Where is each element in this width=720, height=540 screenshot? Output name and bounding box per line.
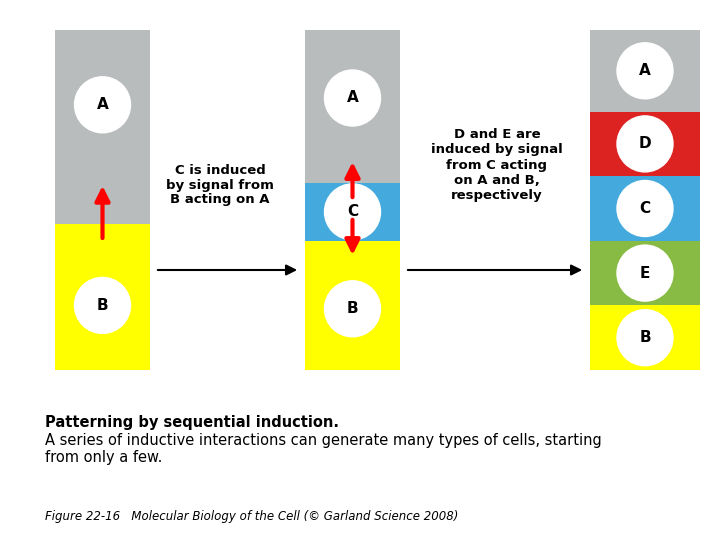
Circle shape — [325, 184, 380, 240]
Text: C: C — [347, 205, 358, 219]
Bar — [590, 176, 700, 241]
Bar — [590, 112, 700, 176]
Bar — [55, 224, 150, 370]
Bar — [305, 241, 400, 370]
Text: E: E — [640, 266, 650, 281]
Bar — [55, 30, 150, 224]
Text: A series of inductive interactions can generate many types of cells, starting
fr: A series of inductive interactions can g… — [45, 433, 602, 465]
Text: Figure 22-16   Molecular Biology of the Cell (© Garland Science 2008): Figure 22-16 Molecular Biology of the Ce… — [45, 510, 459, 523]
Text: B: B — [639, 330, 651, 345]
Bar — [305, 30, 400, 183]
Circle shape — [325, 281, 380, 337]
Circle shape — [617, 180, 673, 237]
Text: C: C — [639, 201, 651, 216]
Text: Patterning by sequential induction.: Patterning by sequential induction. — [45, 415, 339, 430]
Bar — [305, 183, 400, 241]
Circle shape — [74, 278, 130, 333]
Text: C is induced
by signal from
B acting on A: C is induced by signal from B acting on … — [166, 164, 274, 206]
Circle shape — [617, 116, 673, 172]
Text: B: B — [96, 298, 108, 313]
Circle shape — [617, 43, 673, 99]
Circle shape — [617, 310, 673, 366]
Text: A: A — [639, 63, 651, 78]
Circle shape — [617, 245, 673, 301]
Bar — [590, 306, 700, 370]
Bar — [590, 30, 700, 112]
Text: A: A — [96, 97, 109, 112]
Text: D and E are
induced by signal
from C acting
on A and B,
respectively: D and E are induced by signal from C act… — [431, 129, 563, 201]
Text: B: B — [347, 301, 359, 316]
Circle shape — [74, 77, 130, 133]
Text: D: D — [639, 137, 652, 151]
Text: A: A — [346, 91, 359, 105]
Bar — [590, 241, 700, 306]
Circle shape — [325, 70, 380, 126]
